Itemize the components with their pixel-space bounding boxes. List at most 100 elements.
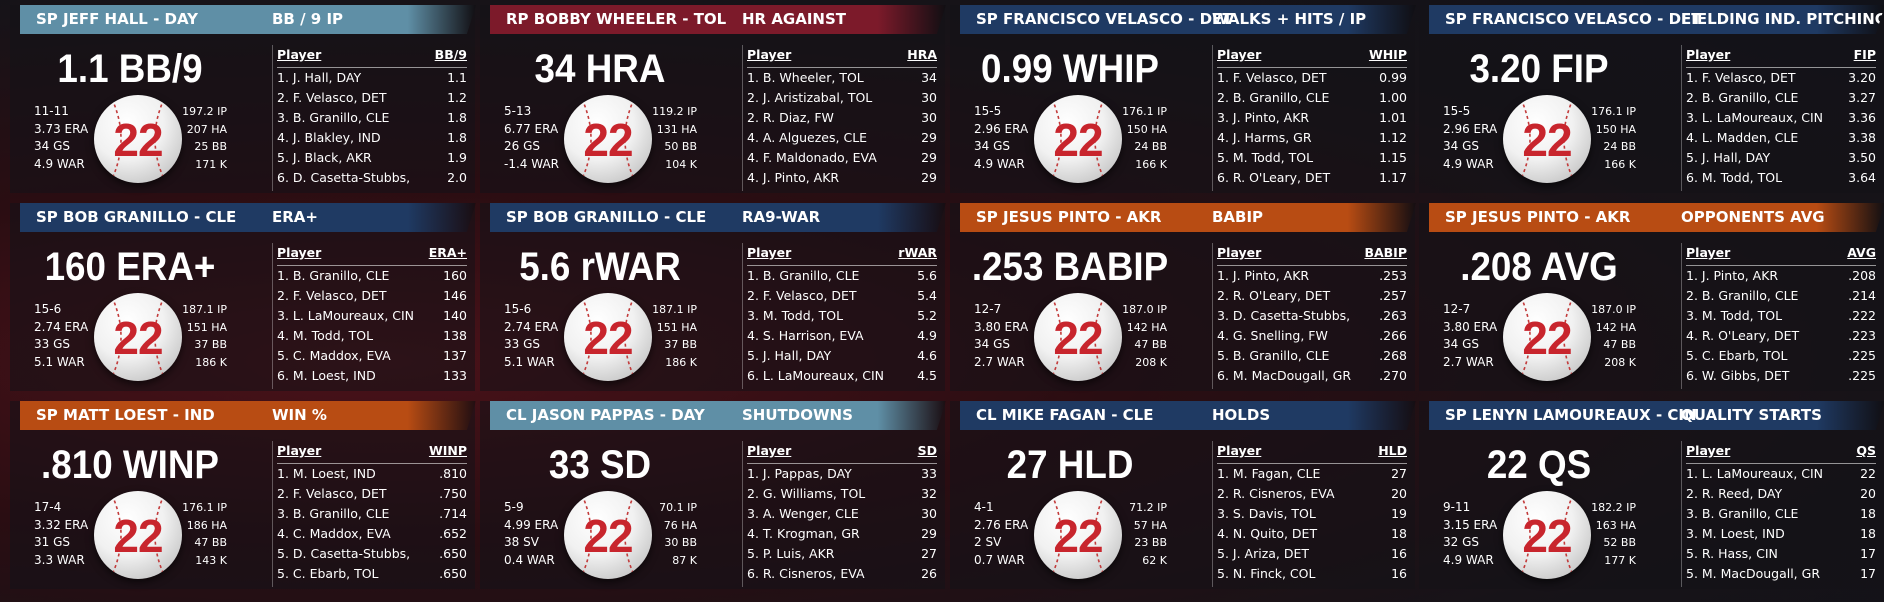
table-row[interactable]: 3. M. Todd, TOL .222 (1686, 306, 1876, 326)
table-row[interactable]: 5. P. Luis, AKR 27 (747, 544, 937, 564)
table-row[interactable]: 2. G. Williams, TOL 32 (747, 484, 937, 504)
col-stat[interactable]: BABIP (1364, 245, 1407, 260)
col-player[interactable]: Player (277, 245, 322, 260)
table-row[interactable]: 3. D. Casetta-Stubbs, .263 (1217, 306, 1407, 326)
table-row[interactable]: 5. C. Ebarb, TOL .225 (1686, 346, 1876, 366)
col-player[interactable]: Player (1686, 47, 1731, 62)
table-row[interactable]: 2. B. Granillo, CLE 3.27 (1686, 88, 1876, 108)
table-row[interactable]: 1. L. LaMoureaux, CIN 22 (1686, 464, 1876, 484)
col-player[interactable]: Player (747, 245, 792, 260)
table-row[interactable]: 4. R. O'Leary, DET .223 (1686, 326, 1876, 346)
leader-card[interactable]: CL MIKE FAGAN - CLE HOLDS 27 HLD 4-1 2.7… (950, 401, 1416, 589)
col-stat[interactable]: FIP (1853, 47, 1876, 62)
table-row[interactable]: 5. M. Todd, TOL 1.15 (1217, 148, 1407, 168)
table-row[interactable]: 1. F. Velasco, DET 0.99 (1217, 68, 1407, 88)
table-row[interactable]: 5. D. Casetta-Stubbs, .650 (277, 544, 467, 564)
leader-card[interactable]: CL JASON PAPPAS - DAY SHUTDOWNS 33 SD 5-… (480, 401, 946, 589)
table-row[interactable]: 4. J. Blakley, IND 1.8 (277, 128, 467, 148)
table-row[interactable]: 4. S. Harrison, EVA 4.9 (747, 326, 937, 346)
leader-card[interactable]: SP FRANCISCO VELASCO - DET WALKS + HITS … (950, 5, 1416, 193)
leader-card[interactable]: SP LENYN LAMOUREAUX - CIN QUALITY STARTS… (1419, 401, 1884, 589)
table-row[interactable]: 6. M. Loest, IND 133 (277, 366, 467, 386)
table-row[interactable]: 6. R. O'Leary, DET 1.17 (1217, 168, 1407, 188)
table-row[interactable]: 3. S. Davis, TOL 19 (1217, 504, 1407, 524)
table-row[interactable]: 3. B. Granillo, CLE 1.8 (277, 108, 467, 128)
table-row[interactable]: 6. M. Todd, TOL 3.64 (1686, 168, 1876, 188)
leader-card[interactable]: SP JESUS PINTO - AKR OPPONENTS AVG .208 … (1419, 203, 1884, 391)
table-row[interactable]: 5. J. Black, AKR 1.9 (277, 148, 467, 168)
table-row[interactable]: 5. J. Ariza, DET 16 (1217, 544, 1407, 564)
col-stat[interactable]: WHIP (1368, 47, 1407, 62)
table-row[interactable]: 6. M. MacDougall, GR .270 (1217, 366, 1407, 386)
col-player[interactable]: Player (1217, 47, 1262, 62)
table-row[interactable]: 5. R. Hass, CIN 17 (1686, 544, 1876, 564)
table-row[interactable]: 2. R. Cisneros, EVA 20 (1217, 484, 1407, 504)
col-player[interactable]: Player (747, 443, 792, 458)
table-row[interactable]: 6. D. Casetta-Stubbs, 2.0 (277, 168, 467, 188)
table-row[interactable]: 1. M. Fagan, CLE 27 (1217, 464, 1407, 484)
table-row[interactable]: 4. N. Quito, DET 18 (1217, 524, 1407, 544)
col-player[interactable]: Player (277, 443, 322, 458)
table-row[interactable]: 2. F. Velasco, DET 5.4 (747, 286, 937, 306)
table-row[interactable]: 3. L. LaMoureaux, CIN 3.36 (1686, 108, 1876, 128)
table-row[interactable]: 1. B. Wheeler, TOL 34 (747, 68, 937, 88)
col-stat[interactable]: rWAR (898, 245, 937, 260)
table-row[interactable]: 3. M. Loest, IND 18 (1686, 524, 1876, 544)
col-stat[interactable]: WINP (428, 443, 467, 458)
col-player[interactable]: Player (747, 47, 792, 62)
table-row[interactable]: 5. C. Ebarb, TOL .650 (277, 564, 467, 584)
table-row[interactable]: 3. M. Todd, TOL 5.2 (747, 306, 937, 326)
table-row[interactable]: 1. F. Velasco, DET 3.20 (1686, 68, 1876, 88)
table-row[interactable]: 5. C. Maddox, EVA 137 (277, 346, 467, 366)
col-player[interactable]: Player (1686, 443, 1731, 458)
col-stat[interactable]: QS (1856, 443, 1876, 458)
table-row[interactable]: 1. M. Loest, IND .810 (277, 464, 467, 484)
table-row[interactable]: 5. B. Granillo, CLE .268 (1217, 346, 1407, 366)
table-row[interactable]: 1. J. Hall, DAY 1.1 (277, 68, 467, 88)
leader-card[interactable]: SP JESUS PINTO - AKR BABIP .253 BABIP 12… (950, 203, 1416, 391)
table-row[interactable]: 3. J. Pinto, AKR 1.01 (1217, 108, 1407, 128)
table-row[interactable]: 5. N. Finck, COL 16 (1217, 564, 1407, 584)
col-stat[interactable]: SD (917, 443, 937, 458)
table-row[interactable]: 1. J. Pinto, AKR .208 (1686, 266, 1876, 286)
table-row[interactable]: 4. A. Alguezes, CLE 29 (747, 128, 937, 148)
col-player[interactable]: Player (1217, 443, 1262, 458)
table-row[interactable]: 2. F. Velasco, DET .750 (277, 484, 467, 504)
table-row[interactable]: 4. J. Pinto, AKR 29 (747, 168, 937, 188)
table-row[interactable]: 4. L. Madden, CLE 3.38 (1686, 128, 1876, 148)
col-player[interactable]: Player (1686, 245, 1731, 260)
table-row[interactable]: 4. J. Harms, GR 1.12 (1217, 128, 1407, 148)
col-stat[interactable]: BB/9 (434, 47, 467, 62)
table-row[interactable]: 3. L. LaMoureaux, CIN 140 (277, 306, 467, 326)
table-row[interactable]: 2. F. Velasco, DET 1.2 (277, 88, 467, 108)
col-stat[interactable]: HLD (1378, 443, 1407, 458)
table-row[interactable]: 5. J. Hall, DAY 4.6 (747, 346, 937, 366)
col-stat[interactable]: HRA (907, 47, 937, 62)
table-row[interactable]: 6. L. LaMoureaux, CIN 4.5 (747, 366, 937, 386)
table-row[interactable]: 5. M. MacDougall, GR 17 (1686, 564, 1876, 584)
table-row[interactable]: 2. R. Reed, DAY 20 (1686, 484, 1876, 504)
col-stat[interactable]: AVG (1847, 245, 1876, 260)
table-row[interactable]: 3. B. Granillo, CLE 18 (1686, 504, 1876, 524)
leader-card[interactable]: SP FRANCISCO VELASCO - DET FIELDING IND.… (1419, 5, 1884, 193)
table-row[interactable]: 1. B. Granillo, CLE 160 (277, 266, 467, 286)
table-row[interactable]: 2. B. Granillo, CLE 1.00 (1217, 88, 1407, 108)
col-stat[interactable]: ERA+ (428, 245, 467, 260)
table-row[interactable]: 6. R. Cisneros, EVA 26 (747, 564, 937, 584)
table-row[interactable]: 4. T. Krogman, GR 29 (747, 524, 937, 544)
table-row[interactable]: 2. B. Granillo, CLE .214 (1686, 286, 1876, 306)
table-row[interactable]: 1. J. Pinto, AKR .253 (1217, 266, 1407, 286)
table-row[interactable]: 2. F. Velasco, DET 146 (277, 286, 467, 306)
leader-card[interactable]: RP BOBBY WHEELER - TOL HR AGAINST 34 HRA… (480, 5, 946, 193)
col-player[interactable]: Player (1217, 245, 1262, 260)
leader-card[interactable]: SP BOB GRANILLO - CLE ERA+ 160 ERA+ 15-6… (10, 203, 476, 391)
table-row[interactable]: 3. B. Granillo, CLE .714 (277, 504, 467, 524)
table-row[interactable]: 6. W. Gibbs, DET .225 (1686, 366, 1876, 386)
table-row[interactable]: 5. J. Hall, DAY 3.50 (1686, 148, 1876, 168)
table-row[interactable]: 4. G. Snelling, FW .266 (1217, 326, 1407, 346)
table-row[interactable]: 1. J. Pappas, DAY 33 (747, 464, 937, 484)
table-row[interactable]: 2. R. O'Leary, DET .257 (1217, 286, 1407, 306)
table-row[interactable]: 3. A. Wenger, CLE 30 (747, 504, 937, 524)
table-row[interactable]: 4. F. Maldonado, EVA 29 (747, 148, 937, 168)
col-player[interactable]: Player (277, 47, 322, 62)
